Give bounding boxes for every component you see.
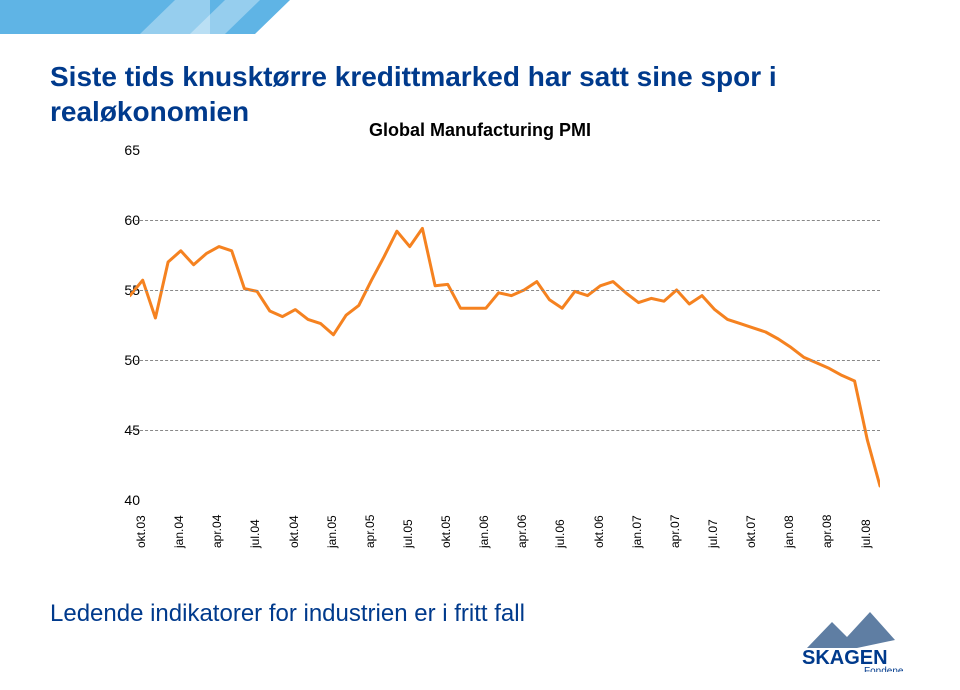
x-tick-label: okt.05 <box>439 518 453 548</box>
x-axis-labels: okt.03 jan.04 apr.04 jul.04 okt.04 jan.05 apr.… <box>130 510 880 550</box>
gridline <box>130 220 880 221</box>
x-tick-label: jul.07 <box>706 518 720 548</box>
logo-secondary-text: Fondene <box>864 666 904 672</box>
slide: Siste tids knusktørre kredittmarked har … <box>0 0 960 690</box>
x-tick-label: jul.06 <box>553 518 567 548</box>
x-tick-label: okt.06 <box>592 518 606 548</box>
chart-plot-area <box>130 150 880 500</box>
pmi-chart: Global Manufacturing PMI 404550556065 ok… <box>60 120 900 560</box>
page-title: Siste tids knusktørre kredittmarked har … <box>50 59 910 129</box>
x-tick-label: jan.07 <box>630 518 644 548</box>
x-tick-label: okt.07 <box>744 518 758 548</box>
page-subtitle: Ledende indikatorer for industrien er i … <box>50 600 525 628</box>
x-tick-label: jan.05 <box>325 518 339 548</box>
skagen-logo: SKAGEN Fondene <box>802 612 932 672</box>
chart-title: Global Manufacturing PMI <box>60 120 900 141</box>
gridline <box>130 290 880 291</box>
series-line <box>130 150 880 500</box>
x-tick-label: apr.08 <box>820 518 834 548</box>
x-tick-label: okt.04 <box>287 518 301 548</box>
x-tick-label: jan.08 <box>782 518 796 548</box>
x-tick-label: jul.08 <box>859 518 873 548</box>
x-tick-label: apr.04 <box>210 518 224 548</box>
x-tick-label: apr.07 <box>668 518 682 548</box>
x-tick-label: apr.05 <box>363 518 377 548</box>
x-tick-label: okt.03 <box>134 518 148 548</box>
gridline <box>130 360 880 361</box>
x-tick-label: jul.04 <box>248 518 262 548</box>
x-tick-label: jan.06 <box>477 518 491 548</box>
gridline <box>130 430 880 431</box>
x-tick-label: apr.06 <box>515 518 529 548</box>
x-tick-label: jan.04 <box>172 518 186 548</box>
top-banner-decoration <box>0 0 290 34</box>
x-tick-label: jul.05 <box>401 518 415 548</box>
